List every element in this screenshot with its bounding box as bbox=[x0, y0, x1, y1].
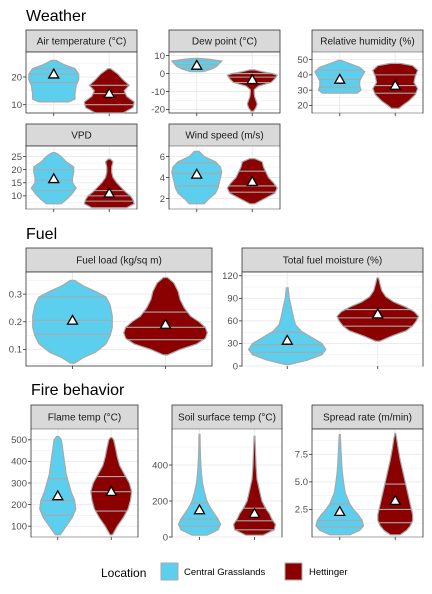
panel-title-fuel-load-kg-sq-m: Fuel load (kg/sq m) bbox=[76, 256, 162, 267]
y-tick-label: 20 bbox=[11, 72, 22, 83]
y-tick-label: 15 bbox=[11, 178, 22, 189]
violin-dew-point-c-hettinger bbox=[226, 69, 279, 112]
y-tick-label: 120 bbox=[222, 271, 238, 282]
y-tick-label: -20 bbox=[151, 105, 165, 116]
y-tick-label: 60 bbox=[227, 316, 238, 327]
panel-title-wind-speed-m-s: Wind speed (m/s) bbox=[185, 131, 263, 142]
panel-air-temperature-c: Air temperature (°C) 10 20 bbox=[11, 29, 138, 116]
mean-marker-central-grasslands bbox=[47, 172, 60, 184]
panel-flame-temp-c: Flame temp (°C) 100 200 300 400 500 bbox=[11, 404, 139, 540]
panel-vpd: VPD 10 15 20 25 bbox=[11, 123, 138, 212]
y-tick-label: 500 bbox=[11, 435, 27, 446]
y-tick-label: 40 bbox=[297, 70, 308, 81]
violin-soil-surface-temp-c-hettinger bbox=[232, 435, 277, 536]
mean-marker-hettinger bbox=[103, 87, 116, 98]
y-tick-label: 6 bbox=[160, 152, 165, 163]
mean-marker-central-grasslands bbox=[190, 59, 203, 70]
panel-fuel-load-kg-sq-m: Fuel load (kg/sq m) 0.1 0.2 0.3 bbox=[9, 247, 213, 369]
panel-title-total-fuel-moisture: Total fuel moisture (%) bbox=[283, 256, 382, 267]
y-tick-label: 30 bbox=[227, 339, 238, 350]
strip-total-fuel-moisture bbox=[241, 247, 424, 273]
y-tick-label: 0.2 bbox=[9, 317, 22, 328]
legend-label-hettinger: Hettinger bbox=[309, 567, 348, 578]
strip-flame-temp-c bbox=[30, 404, 139, 430]
y-tick-label: 10 bbox=[11, 191, 22, 202]
y-tick-label: 200 bbox=[11, 500, 27, 511]
panel-relative-humidity: Relative humidity (%) 20 30 40 50 bbox=[297, 29, 424, 116]
panel-title-vpd: VPD bbox=[71, 131, 92, 142]
mean-marker-hettinger bbox=[105, 485, 118, 497]
mean-marker-hettinger bbox=[246, 73, 259, 85]
panel-title-flame-temp-c: Flame temp (°C) bbox=[48, 413, 121, 424]
panel-total-fuel-moisture: Total fuel moisture (%) 0 30 60 90 120 bbox=[222, 247, 424, 372]
mean-marker-central-grasslands bbox=[193, 503, 206, 515]
mean-marker-hettinger bbox=[159, 318, 172, 329]
y-tick-label: 0.1 bbox=[9, 345, 22, 356]
panel-title-spread-rate-m-min: Spread rate (m/min) bbox=[323, 413, 412, 424]
y-tick-label: 90 bbox=[227, 294, 238, 305]
y-tick-label: 100 bbox=[11, 522, 27, 533]
panel-wind-speed-m-s: Wind speed (m/s) 2 4 6 bbox=[160, 123, 281, 212]
mean-marker-hettinger bbox=[246, 175, 259, 187]
mean-marker-hettinger bbox=[248, 507, 261, 518]
violin-air-temperature-c-central-grasslands bbox=[28, 59, 80, 103]
mean-marker-hettinger bbox=[389, 494, 402, 506]
strip-soil-surface-temp-c bbox=[171, 404, 283, 430]
y-tick-label: 0.3 bbox=[9, 289, 22, 300]
panel-spread-rate-m-min: Spread rate (m/min) 2.5 5.0 7.5 bbox=[295, 404, 424, 540]
violin-fuel-load-kg-sq-m-hettinger bbox=[123, 276, 208, 356]
panel-dew-point-c: Dew point (°C) -20 -10 0 10 bbox=[151, 29, 281, 116]
y-tick-label: 20 bbox=[297, 101, 308, 112]
mean-marker-central-grasslands bbox=[281, 334, 294, 345]
y-tick-label: 25 bbox=[11, 152, 22, 163]
y-tick-label: 0 bbox=[233, 361, 238, 372]
y-tick-label: 5.0 bbox=[295, 477, 308, 488]
section-title-weather: Weather bbox=[26, 8, 87, 25]
y-tick-label: 200 bbox=[152, 496, 168, 507]
panel-soil-surface-temp-c: Soil surface temp (°C) 0 200 400 bbox=[152, 404, 283, 543]
panel-title-soil-surface-temp-c: Soil surface temp (°C) bbox=[178, 413, 276, 424]
violin-soil-surface-temp-c-central-grasslands bbox=[177, 433, 222, 536]
y-tick-label: 400 bbox=[11, 457, 27, 468]
mean-marker-central-grasslands bbox=[51, 489, 64, 501]
mean-marker-hettinger bbox=[389, 79, 402, 90]
legend-label-central-grasslands: Central Grasslands bbox=[184, 567, 266, 578]
y-tick-label: 7.5 bbox=[295, 450, 308, 461]
y-tick-label: 2 bbox=[160, 194, 165, 205]
panel-title-dew-point-c: Dew point (°C) bbox=[192, 37, 257, 48]
legend-key-central-grasslands bbox=[160, 562, 179, 581]
y-tick-label: 30 bbox=[297, 85, 308, 96]
strip-spread-rate-m-min bbox=[311, 404, 424, 430]
panel-title-relative-humidity: Relative humidity (%) bbox=[320, 37, 414, 48]
y-tick-label: -10 bbox=[151, 87, 165, 98]
y-tick-label: 4 bbox=[160, 173, 165, 184]
y-tick-label: 0 bbox=[160, 69, 165, 80]
section-title-fuel: Fuel bbox=[26, 226, 57, 243]
mean-marker-central-grasslands bbox=[333, 505, 346, 517]
section-title-fire: Fire behavior bbox=[31, 382, 125, 399]
y-tick-label: 2.5 bbox=[295, 505, 308, 516]
legend: Location Central Grasslands Hettinger bbox=[101, 562, 348, 581]
panel-title-air-temperature-c: Air temperature (°C) bbox=[37, 37, 127, 48]
y-tick-label: 300 bbox=[11, 478, 27, 489]
legend-title: Location bbox=[101, 566, 146, 580]
mean-marker-central-grasslands bbox=[190, 168, 203, 179]
y-tick-label: 20 bbox=[11, 165, 22, 176]
mean-marker-hettinger bbox=[371, 307, 384, 319]
mean-marker-hettinger bbox=[103, 186, 116, 198]
y-tick-label: 10 bbox=[11, 100, 22, 111]
violin-spread-rate-m-min-central-grasslands bbox=[315, 433, 365, 536]
mean-marker-central-grasslands bbox=[66, 314, 79, 325]
legend-key-hettinger bbox=[284, 562, 303, 581]
y-tick-label: 10 bbox=[154, 51, 165, 62]
mean-marker-central-grasslands bbox=[47, 67, 60, 79]
violin-flame-temp-c-central-grasslands bbox=[39, 436, 77, 536]
y-tick-label: 50 bbox=[297, 55, 308, 66]
y-tick-label: 0 bbox=[163, 532, 168, 543]
y-tick-label: 400 bbox=[152, 460, 168, 471]
mean-marker-central-grasslands bbox=[333, 73, 346, 84]
